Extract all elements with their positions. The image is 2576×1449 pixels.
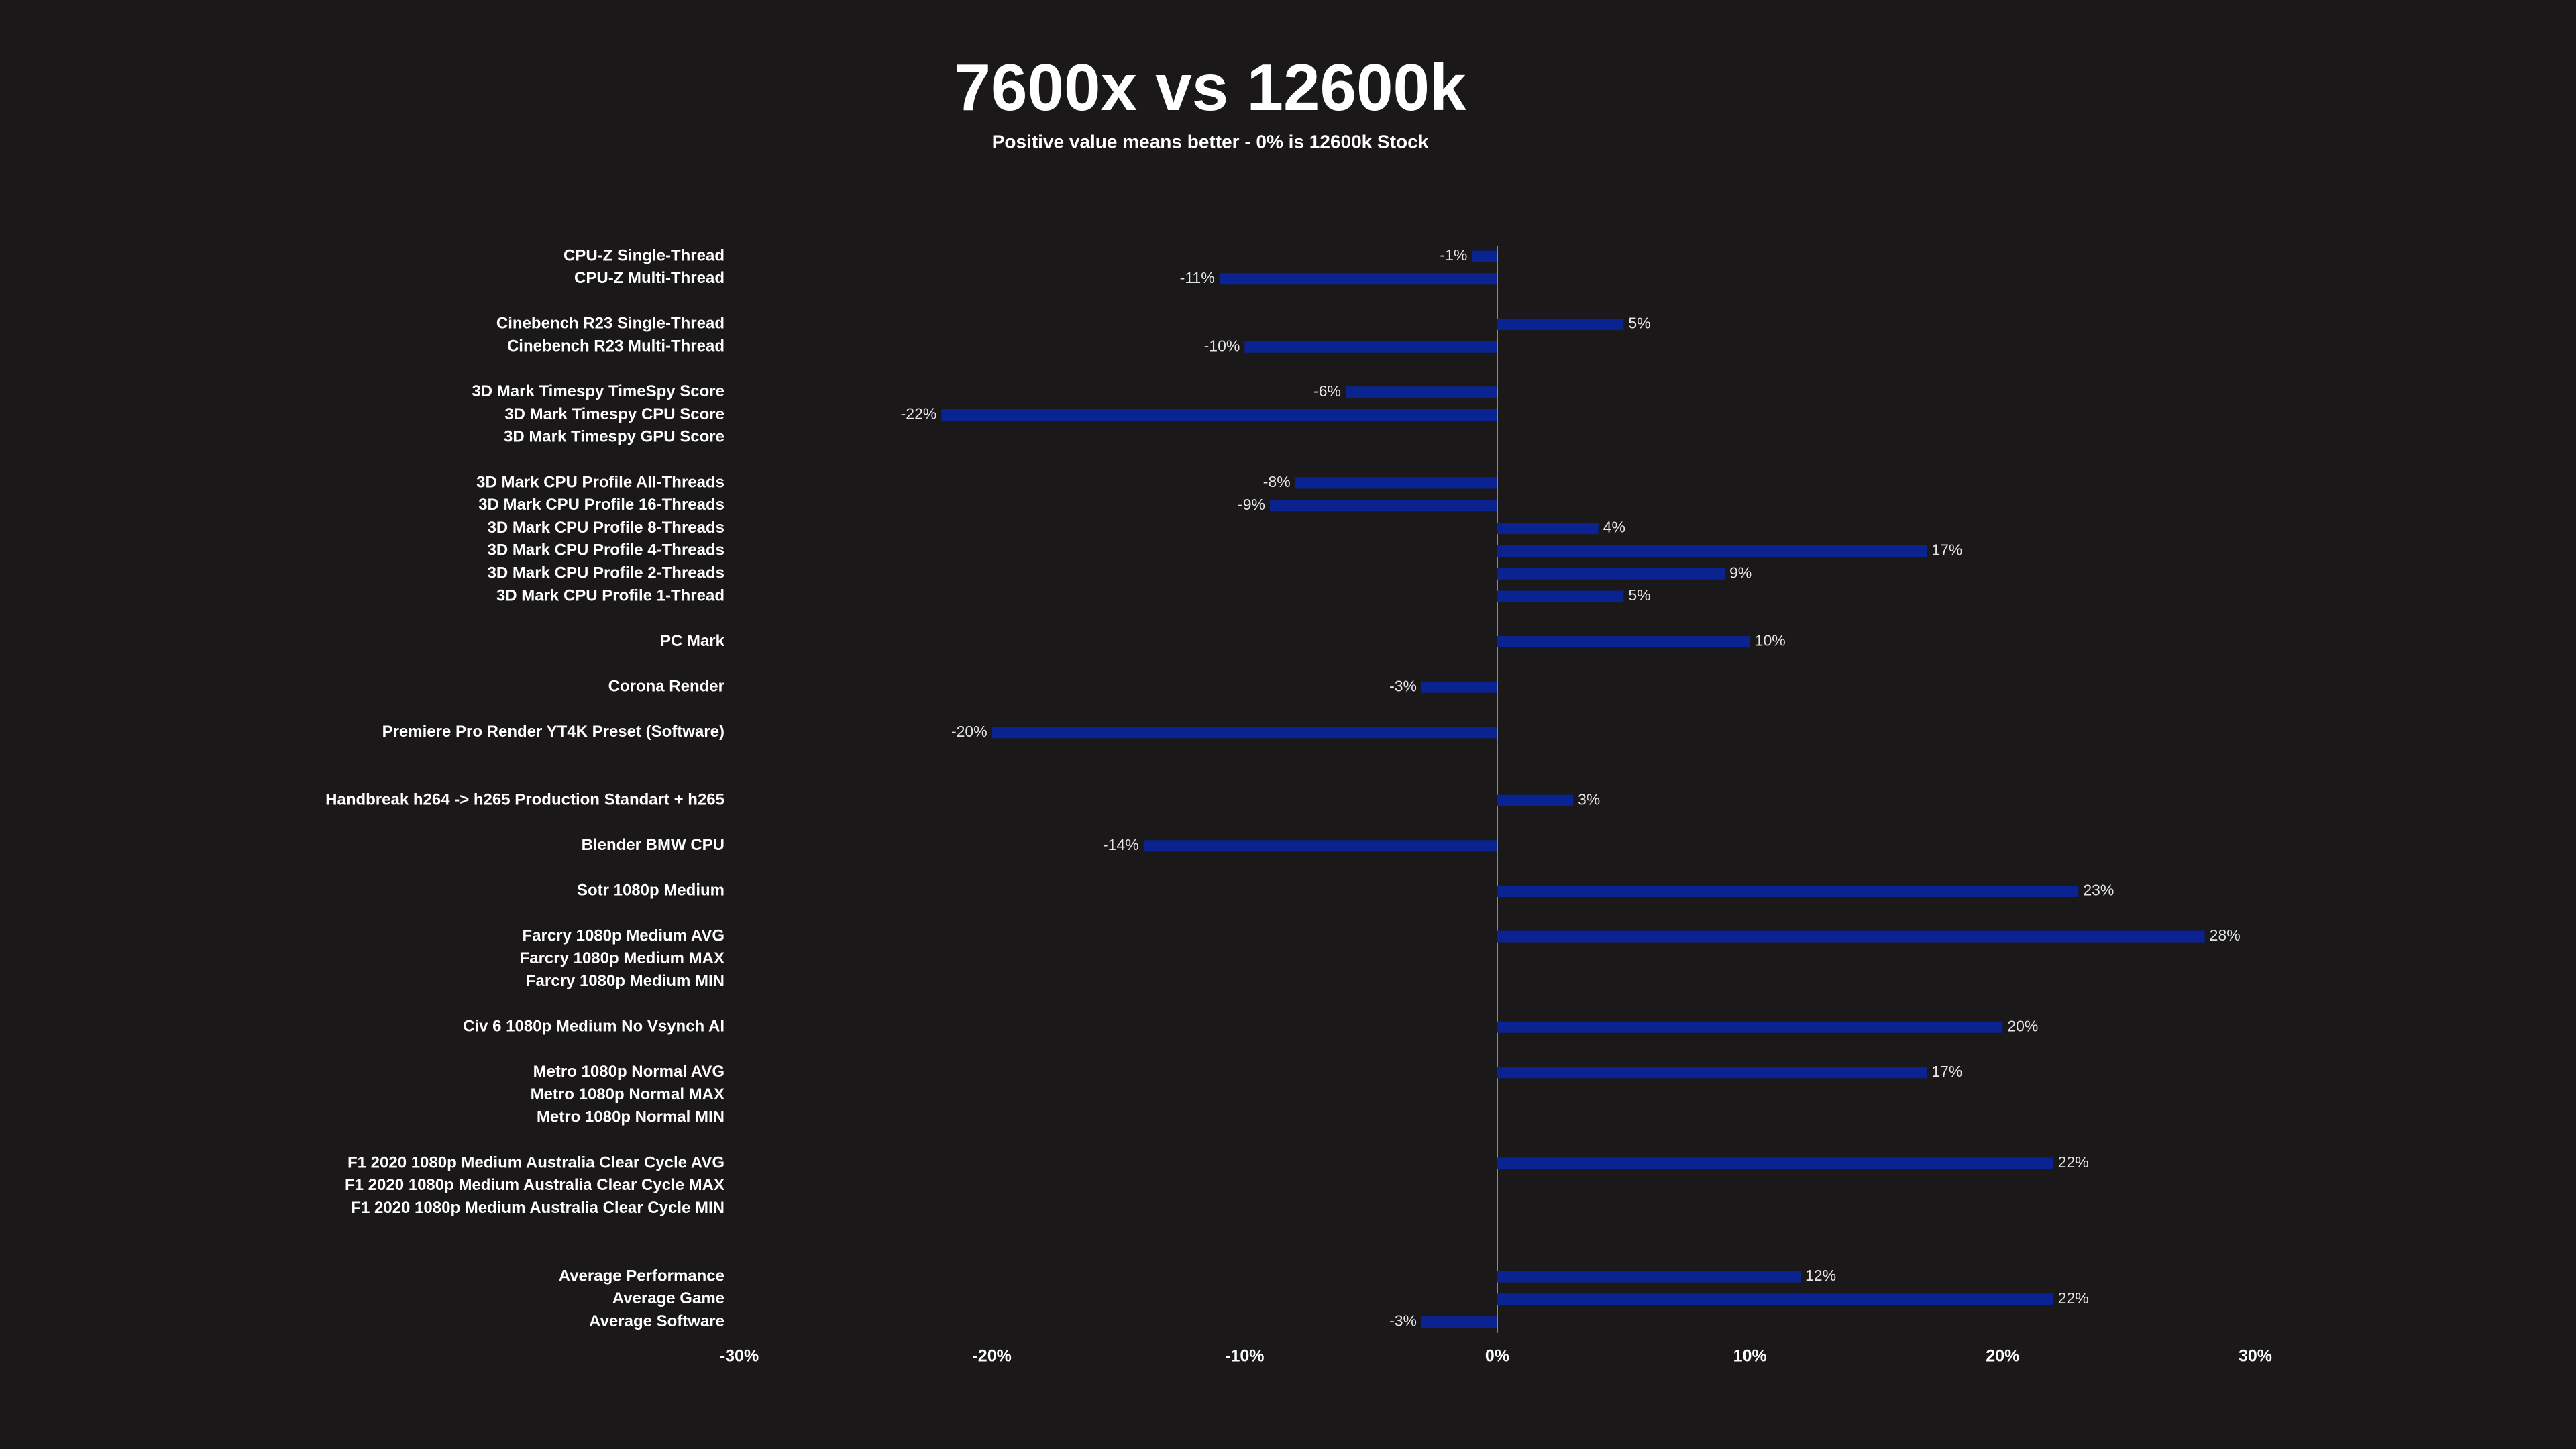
value-label: 4% (1603, 519, 1625, 536)
bar (1497, 885, 2079, 897)
y-tick-label: Cinebench R23 Multi-Thread (507, 337, 724, 356)
bar (1497, 568, 1725, 580)
y-tick-label: Handbreak h264 -> h265 Production Standa… (325, 791, 724, 809)
bar (1421, 1316, 1497, 1328)
y-tick-label: 3D Mark CPU Profile 16-Threads (478, 496, 724, 514)
y-tick-label: 3D Mark Timespy CPU Score (504, 405, 724, 423)
value-label: 10% (1755, 632, 1786, 649)
y-tick-label: PC Mark (660, 632, 725, 650)
bar (1497, 794, 1573, 806)
bar (1270, 500, 1497, 512)
bar (941, 409, 1497, 421)
value-label: -1% (1440, 246, 1467, 264)
bar (1295, 477, 1497, 489)
y-tick-label: 3D Mark CPU Profile 4-Threads (488, 541, 724, 559)
bar (1421, 681, 1497, 693)
value-label: 12% (1805, 1267, 1836, 1284)
value-label: -3% (1389, 677, 1417, 694)
y-tick-label: CPU-Z Multi-Thread (574, 269, 724, 287)
x-tick-label: 0% (1485, 1347, 1509, 1366)
value-label: -11% (1180, 269, 1215, 286)
y-tick-label: Average Performance (559, 1267, 724, 1285)
value-label: -14% (1103, 836, 1139, 853)
y-tick-label: Sotr 1080p Medium (577, 881, 724, 900)
y-tick-label: Average Game (612, 1289, 724, 1307)
value-label: 17% (1931, 541, 1962, 558)
value-label: -20% (951, 722, 987, 740)
y-tick-label: 3D Mark CPU Profile 8-Threads (488, 519, 724, 537)
value-label: 3% (1578, 790, 1600, 808)
y-tick-label: F1 2020 1080p Medium Australia Clear Cyc… (351, 1199, 724, 1217)
bar (1497, 636, 1750, 648)
bar (1497, 318, 1624, 330)
bar (1497, 1021, 2003, 1033)
value-label: 17% (1931, 1063, 1962, 1080)
x-tick-label: -10% (1225, 1347, 1264, 1366)
x-tick-label: -20% (972, 1347, 1011, 1366)
bar (1497, 1157, 2053, 1169)
bar (1219, 273, 1497, 285)
y-tick-label: Corona Render (608, 678, 724, 696)
value-label: 5% (1628, 586, 1650, 604)
bar (1497, 1293, 2053, 1305)
x-tick-label: -30% (720, 1347, 759, 1366)
bar (991, 727, 1497, 739)
y-tick-label: Premiere Pro Render YT4K Preset (Softwar… (382, 722, 724, 741)
y-tick-label: Blender BMW CPU (582, 836, 724, 854)
y-tick-label: Metro 1080p Normal AVG (533, 1063, 724, 1081)
y-tick-label: Farcry 1080p Medium MAX (520, 949, 724, 967)
y-tick-label: Metro 1080p Normal MIN (537, 1108, 724, 1126)
y-tick-label: 3D Mark Timespy GPU Score (504, 428, 724, 446)
x-tick-label: 10% (1733, 1347, 1767, 1366)
y-tick-label: F1 2020 1080p Medium Australia Clear Cyc… (345, 1176, 724, 1194)
bar (1472, 250, 1497, 262)
bar (1497, 1271, 1801, 1283)
y-tick-label: 3D Mark Timespy TimeSpy Score (472, 382, 724, 400)
value-label: 23% (2083, 881, 2114, 898)
value-label: 5% (1628, 314, 1650, 331)
bar (1497, 1067, 1927, 1079)
y-tick-label: Metro 1080p Normal MAX (531, 1085, 724, 1104)
x-tick-label: 30% (2239, 1347, 2272, 1366)
y-tick-label: CPU-Z Single-Thread (564, 246, 724, 264)
bar (1244, 341, 1497, 353)
y-tick-label: 3D Mark CPU Profile 1-Thread (496, 586, 724, 604)
y-tick-label: Average Software (589, 1312, 724, 1330)
bar (1346, 386, 1497, 398)
chart-subtitle: Positive value means better - 0% is 1260… (992, 131, 1429, 152)
bar (1497, 523, 1599, 535)
value-label: 20% (2007, 1017, 2038, 1034)
y-tick-label: Cinebench R23 Single-Thread (496, 315, 724, 333)
y-tick-label: F1 2020 1080p Medium Australia Clear Cyc… (347, 1153, 724, 1171)
value-label: -10% (1204, 337, 1240, 354)
value-label: -8% (1263, 473, 1291, 490)
value-label: 22% (2058, 1153, 2089, 1171)
value-label: 9% (1729, 564, 1752, 581)
bar (1497, 545, 1927, 557)
y-tick-label: Civ 6 1080p Medium No Vsynch AI (463, 1018, 724, 1036)
value-label: -3% (1389, 1312, 1417, 1330)
y-tick-label: 3D Mark CPU Profile All-Threads (476, 473, 724, 491)
value-label: -9% (1238, 496, 1265, 513)
y-tick-label: Farcry 1080p Medium AVG (523, 926, 724, 945)
bar (1497, 590, 1624, 602)
value-label: 28% (2210, 926, 2241, 944)
y-tick-label: 3D Mark CPU Profile 2-Threads (488, 564, 724, 582)
bar (1497, 930, 2205, 943)
x-tick-label: 20% (1986, 1347, 2019, 1366)
chart-title: 7600x vs 12600k (955, 50, 1466, 124)
y-tick-label: Farcry 1080p Medium MIN (526, 972, 724, 990)
value-label: -6% (1313, 382, 1341, 400)
value-label: 22% (2058, 1289, 2089, 1307)
bar (1143, 840, 1497, 852)
value-label: -22% (901, 405, 937, 423)
